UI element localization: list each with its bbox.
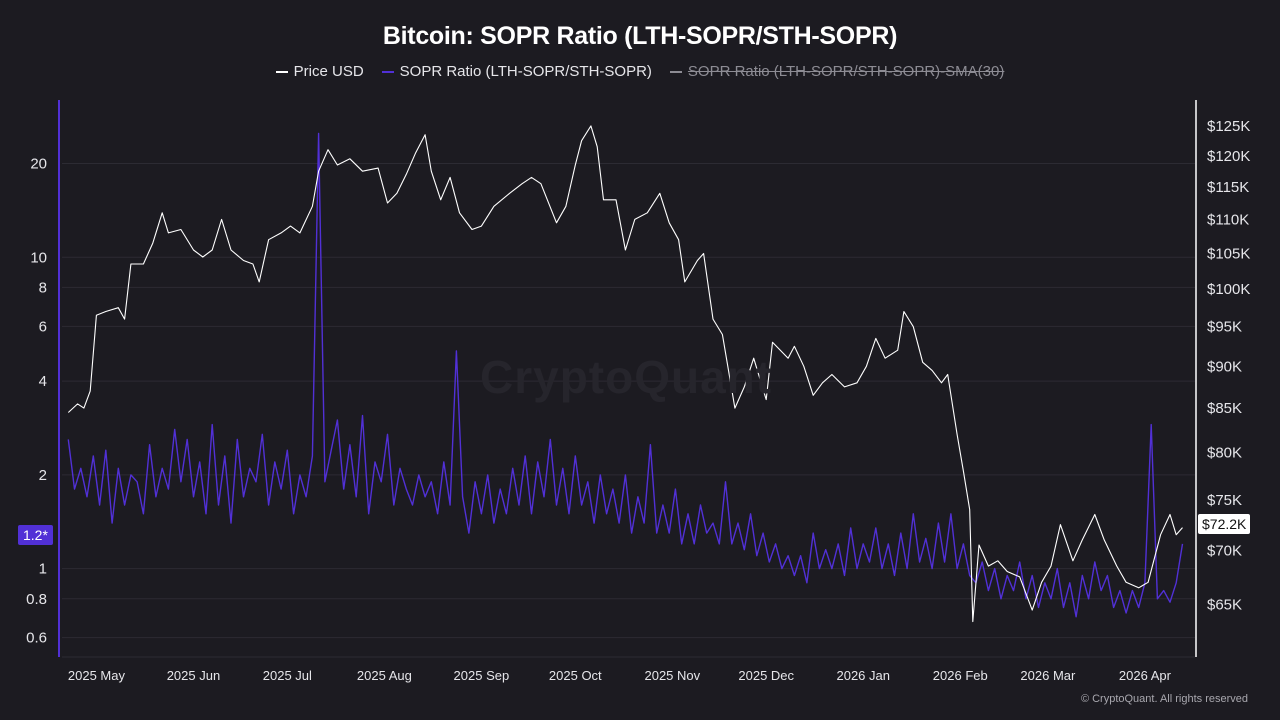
right-axis-tick-label: $110K bbox=[1207, 211, 1249, 228]
x-axis-tick-label: 2026 Mar bbox=[1020, 668, 1076, 683]
right-axis-tick-label: $65K bbox=[1207, 596, 1242, 613]
legend-label-price: Price USD bbox=[293, 63, 364, 80]
right-axis-tick-label: $90K bbox=[1207, 358, 1242, 375]
legend-item-price[interactable]: Price USD bbox=[275, 63, 364, 80]
x-axis-tick-label: 2025 Jul bbox=[263, 668, 312, 683]
legend-item-sopr-ratio-sma[interactable]: SOPR Ratio (LTH-SOPR/STH-SOPR)-SMA(30) bbox=[669, 63, 1005, 80]
chart-title: Bitcoin: SOPR Ratio (LTH-SOPR/STH-SOPR) bbox=[382, 22, 898, 50]
legend-item-sopr-ratio[interactable]: SOPR Ratio (LTH-SOPR/STH-SOPR) bbox=[381, 63, 652, 80]
current-ratio-badge: 1.2* bbox=[18, 525, 53, 545]
left-axis-tick-label: 20 bbox=[30, 156, 47, 173]
left-axis-tick-label: 1 bbox=[39, 561, 47, 578]
left-axis-tick-label: 0.6 bbox=[26, 630, 47, 647]
price-usd-line bbox=[67, 125, 1183, 623]
watermark: CryptoQuant bbox=[480, 351, 773, 403]
right-axis-tick-label: $115K bbox=[1207, 179, 1249, 196]
x-axis-tick-label: 2025 May bbox=[68, 668, 126, 683]
left-axis-tick-label: 10 bbox=[30, 249, 47, 266]
chart-legend: Price USD SOPR Ratio (LTH-SOPR/STH-SOPR)… bbox=[0, 63, 1280, 80]
right-axis-tick-label: $105K bbox=[1207, 245, 1250, 262]
right-axis-tick-label: $120K bbox=[1207, 148, 1250, 165]
x-axis-tick-label: 2025 Sep bbox=[454, 668, 510, 683]
sopr-ratio-line bbox=[67, 132, 1184, 618]
x-axis-tick-label: 2025 Dec bbox=[738, 668, 794, 683]
copyright: © CryptoQuant. All rights reserved bbox=[1080, 693, 1248, 705]
current-price-badge: $72.2K bbox=[1198, 514, 1251, 534]
right-axis-tick-label: $95K bbox=[1207, 319, 1242, 336]
left-axis-tick-label: 6 bbox=[39, 318, 47, 335]
x-axis-tick-label: 2026 Jan bbox=[836, 668, 890, 683]
legend-label-sopr-ratio: SOPR Ratio (LTH-SOPR/STH-SOPR) bbox=[399, 63, 652, 80]
right-axis-tick-label: $100K bbox=[1207, 281, 1250, 298]
x-axis-tick-label: 2025 Jun bbox=[167, 668, 221, 683]
left-axis-tick-label: 2 bbox=[39, 467, 47, 484]
x-axis-tick-label: 2025 Nov bbox=[644, 668, 700, 683]
legend-swatch-sopr-ratio-sma bbox=[669, 70, 682, 73]
right-axis-tick-label: $85K bbox=[1207, 400, 1242, 417]
legend-swatch-sopr-ratio bbox=[381, 70, 394, 73]
left-axis-tick-label: 4 bbox=[39, 373, 47, 390]
x-axis-tick-label: 2026 Apr bbox=[1119, 668, 1172, 683]
legend-label-sopr-ratio-sma: SOPR Ratio (LTH-SOPR/STH-SOPR)-SMA(30) bbox=[687, 63, 1005, 80]
left-axis-tick-label: 0.8 bbox=[26, 591, 47, 608]
right-axis-tick-label: $80K bbox=[1207, 445, 1242, 462]
right-axis-tick-label: $70K bbox=[1207, 542, 1242, 559]
right-axis-tick-label: $75K bbox=[1207, 492, 1242, 509]
x-axis-tick-label: 2025 Aug bbox=[357, 668, 412, 683]
left-axis-tick-label: 8 bbox=[39, 279, 47, 296]
x-axis-tick-label: 2025 Oct bbox=[549, 668, 602, 683]
right-axis-tick-label: $125K bbox=[1207, 118, 1250, 135]
x-axis-tick-label: 2026 Feb bbox=[933, 668, 988, 683]
legend-swatch-price bbox=[275, 70, 288, 73]
